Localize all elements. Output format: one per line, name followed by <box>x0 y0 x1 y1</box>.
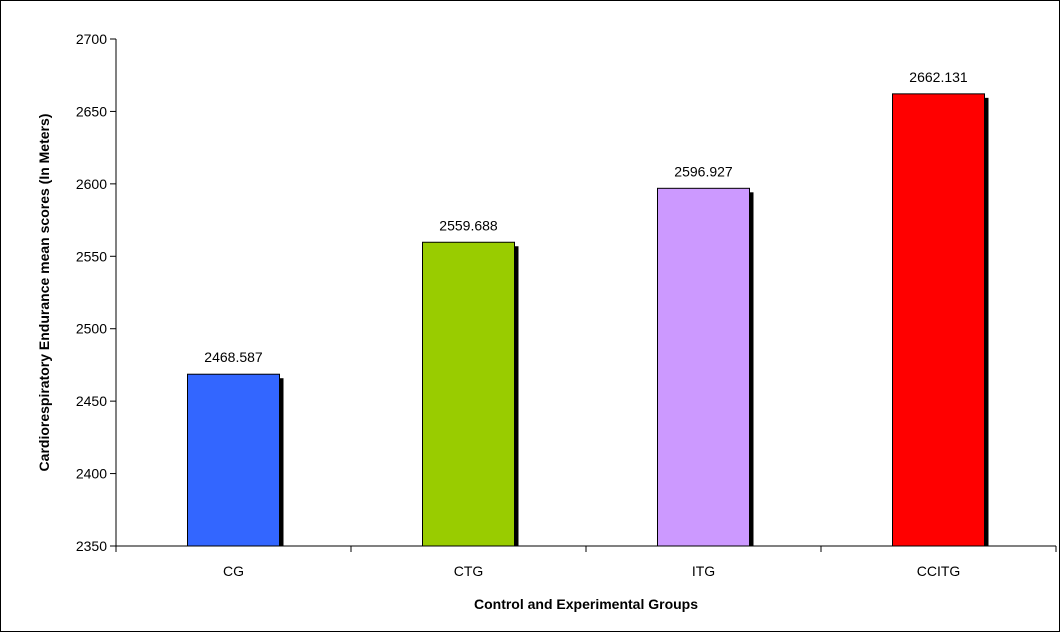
bar-itg <box>657 187 750 547</box>
bar-ctg <box>422 241 515 547</box>
y-tick-label-2350: 2350 <box>76 538 107 554</box>
x-tick-label-itg: ITG <box>692 563 715 579</box>
data-label-itg: 2596.927 <box>674 163 733 179</box>
labels-layer: 2468.587 CG 2559.688 CTG 2596.927 ITG 2662.131… <box>76 31 968 579</box>
y-tick-label-2500: 2500 <box>76 321 107 337</box>
y-tick-label-2650: 2650 <box>76 103 107 119</box>
y-tick-label-2550: 2550 <box>76 248 107 264</box>
x-axis-title: Control and Experimental Groups <box>474 596 698 612</box>
y-tick-label-2400: 2400 <box>76 466 107 482</box>
x-tick-label-ctg: CTG <box>454 563 484 579</box>
bar-ccitg <box>892 93 985 547</box>
x-tick-label-cg: CG <box>223 563 244 579</box>
y-tick-label-2600: 2600 <box>76 176 107 192</box>
bars-layer <box>187 93 989 547</box>
y-tick-label-2700: 2700 <box>76 31 107 47</box>
y-axis-title: Cardiorespiratory Endurance mean scores … <box>36 114 52 472</box>
data-label-ctg: 2559.688 <box>439 217 498 233</box>
data-label-cg: 2468.587 <box>204 349 263 365</box>
bar-cg <box>187 373 280 547</box>
y-tick-label-2450: 2450 <box>76 393 107 409</box>
data-label-ccitg: 2662.131 <box>909 69 968 85</box>
axes-layer <box>110 38 1057 552</box>
x-tick-label-ccitg: CCITG <box>917 563 961 579</box>
